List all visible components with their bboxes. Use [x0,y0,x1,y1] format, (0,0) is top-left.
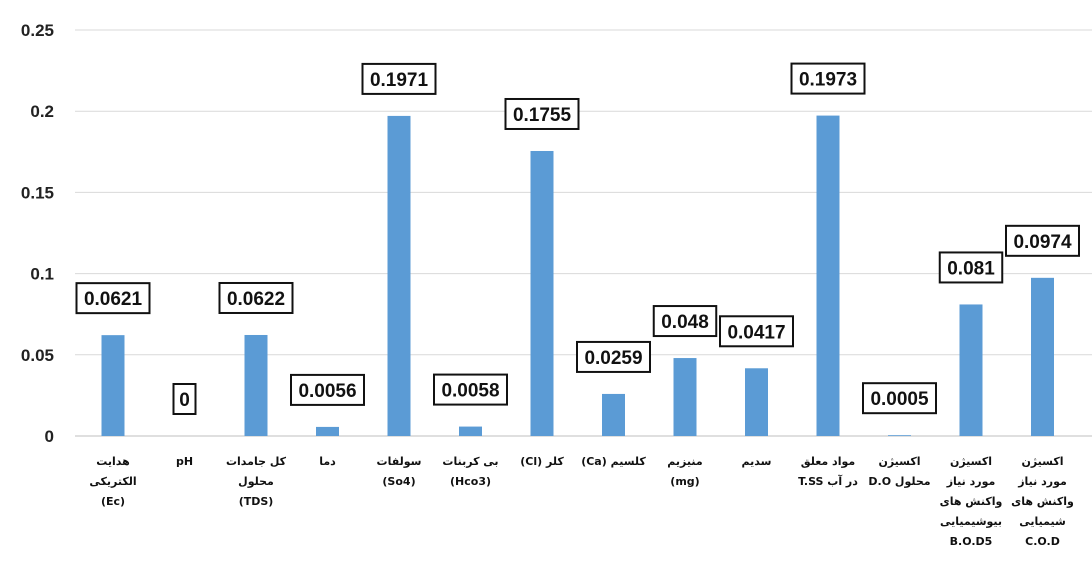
data-label: 0.1971 [370,70,429,91]
bar [602,394,625,436]
bar [388,116,411,436]
x-category-label: pH [147,452,223,472]
bar [459,427,482,436]
x-category-label: هدایت الکتریکی (Ec) [75,452,151,512]
y-tick-label: 0 [45,427,54,446]
x-category-label: بی کربنات (Hco3) [433,452,509,492]
data-label: 0.0056 [298,381,356,402]
bar [316,427,339,436]
x-category-label: کلسیم (Ca) [576,452,652,472]
x-category-label: مواد معلق در آب T.SS [790,452,866,492]
x-category-label: اکسیژن محلول D.O [862,452,938,492]
data-label: 0.1973 [799,70,857,91]
bar [674,358,697,436]
data-label: 0.0621 [84,289,143,310]
data-label: 0.0974 [1013,232,1072,253]
bar [531,151,554,436]
data-label: 0.0259 [584,348,642,369]
y-tick-label: 0.2 [30,102,54,121]
bar [817,116,840,436]
x-category-label: سدیم [719,452,795,472]
x-category-label: سولفات (So4) [361,452,437,492]
bar [102,335,125,436]
y-tick-label: 0.15 [21,183,54,202]
data-label: 0.081 [947,258,995,279]
bar [960,304,983,436]
data-label: 0.048 [661,312,709,333]
y-tick-label: 0.05 [21,346,54,365]
data-label: 0.1755 [513,105,572,126]
y-tick-label: 0.1 [30,265,54,284]
data-label: 0.0622 [227,289,285,310]
bar [888,435,911,436]
x-category-label: اکسیژن مورد نیاز واکنش های شیمیایی C.O.D [1005,452,1081,552]
data-label: 0.0417 [727,322,785,343]
bar [745,368,768,436]
bar [1031,278,1054,436]
x-category-label: منیزیم (mg) [647,452,723,492]
x-category-label: دما [290,452,366,472]
data-label: 0.0005 [870,389,929,410]
y-tick-label: 0.25 [21,21,54,40]
x-category-label: کل جامدات محلول (TDS) [218,452,294,512]
x-category-label: اکسیژن مورد نیاز واکنش های بیوشیمیایی B.… [933,452,1009,552]
data-label: 0.0058 [441,381,499,402]
bar [245,335,268,436]
data-label: 0 [179,390,190,411]
x-category-label: کلر (Cl) [504,452,580,472]
